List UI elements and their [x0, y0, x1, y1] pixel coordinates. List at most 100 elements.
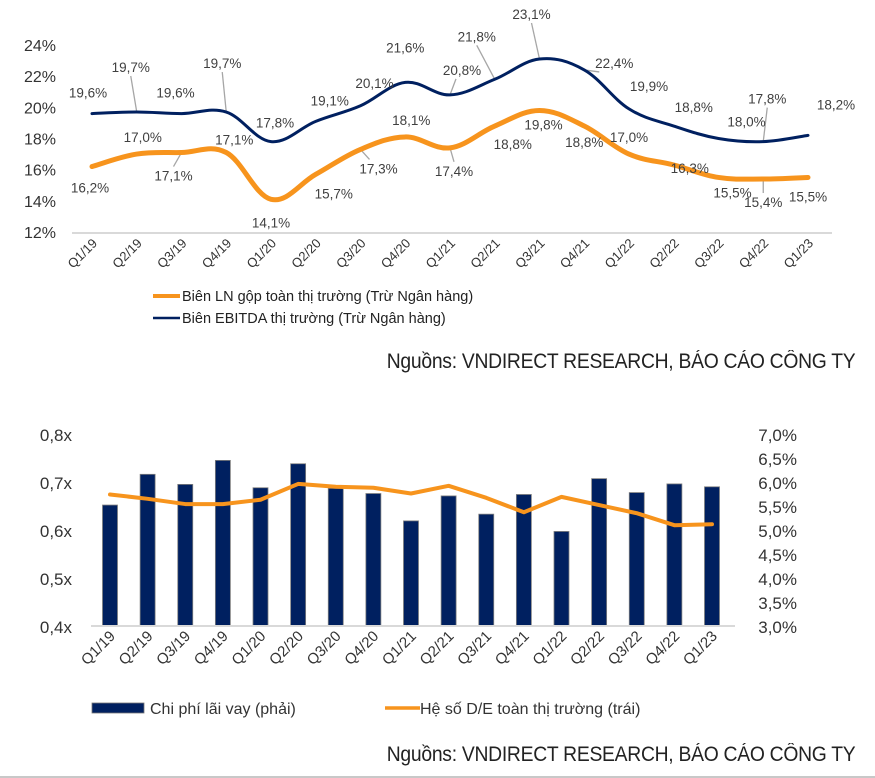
leader-line	[449, 78, 457, 96]
x-tick-label: Q4/21	[557, 236, 593, 272]
y-right-tick-label: 5,5%	[758, 498, 797, 517]
data-label: 15,4%	[744, 195, 782, 210]
x-tick-label: Q2/21	[417, 628, 458, 669]
x-tick-label: Q3/21	[454, 628, 495, 669]
x-tick-label: Q4/22	[736, 236, 772, 272]
x-tick-label: Q1/19	[78, 628, 119, 669]
leader-line	[762, 107, 768, 142]
y-left-tick-label: 0,4x	[40, 618, 73, 637]
line-de-ratio	[108, 481, 714, 528]
data-label: 18,0%	[727, 115, 765, 130]
data-label: 19,7%	[112, 60, 150, 75]
data-label: 17,0%	[124, 130, 162, 145]
data-label: 19,7%	[203, 56, 241, 71]
y-right-tick-label: 4,0%	[758, 570, 797, 589]
source-note-chart1: Nguồns: VNDIRECT RESEARCH, BÁO CÁO CÔNG …	[386, 350, 855, 373]
source-note-chart2: Nguồns: VNDIRECT RESEARCH, BÁO CÁO CÔNG …	[386, 743, 855, 766]
y-right-tick-label: 4,5%	[758, 546, 797, 565]
de-ratio-interest-chart: 0,4x 0,5x 0,6x 0,7x 0,8x 3,0% 3,5% 4,0% 4,5% 5,0…	[40, 426, 797, 718]
x-tick-label: Q2/21	[467, 236, 503, 272]
data-label: 18,8%	[565, 135, 603, 150]
x-tick-label: Q3/20	[333, 236, 369, 272]
ebitda-margin-line	[90, 57, 810, 144]
y-tick-label: 12%	[24, 225, 56, 242]
x-tick-label: Q2/20	[266, 628, 307, 669]
x-axis-ticks: Q1/19Q2/19Q3/19Q4/19Q1/20Q2/20Q3/20Q4/20…	[78, 628, 721, 669]
x-tick-label: Q4/19	[199, 236, 235, 272]
x-tick-label: Q2/22	[567, 628, 608, 669]
x-tick-label: Q4/22	[642, 628, 683, 669]
data-label: 19,9%	[630, 79, 668, 94]
data-label: 18,8%	[675, 100, 713, 115]
x-tick-label: Q3/22	[605, 628, 646, 669]
data-label: 21,6%	[386, 40, 424, 55]
legend-label-interest-cost: Chi phí lãi vay (phải)	[150, 701, 296, 718]
x-tick-label: Q1/21	[379, 628, 420, 669]
data-label: 17,4%	[435, 164, 473, 179]
x-tick-label: Q3/22	[691, 236, 727, 272]
bar-interest-cost	[666, 483, 683, 627]
y-tick-label: 14%	[24, 194, 56, 211]
leader-line	[530, 22, 541, 60]
y-left-tick-label: 0,8x	[40, 426, 73, 445]
data-label: 19,6%	[69, 86, 107, 101]
x-tick-label: Q4/19	[191, 628, 232, 669]
bar-interest-cost	[478, 513, 495, 627]
bar-interest-cost	[553, 531, 570, 627]
data-label: 19,8%	[524, 117, 562, 132]
x-tick-label: Q3/19	[153, 628, 194, 669]
x-tick-label: Q1/21	[422, 236, 458, 272]
legend-label-gross-margin: Biên LN gộp toàn thị trường (Trừ Ngân hà…	[182, 289, 473, 305]
data-label: 20,8%	[443, 63, 481, 78]
y-right-tick-label: 6,5%	[758, 450, 797, 469]
x-tick-label: Q3/20	[304, 628, 345, 669]
leader-line	[130, 75, 138, 113]
x-tick-label: Q3/19	[154, 236, 190, 272]
x-tick-label: Q4/21	[492, 628, 533, 669]
page-divider	[0, 776, 875, 778]
x-tick-label: Q1/19	[64, 236, 100, 272]
bar-interest-cost	[327, 487, 344, 627]
y-axis-left-ticks: 0,4x 0,5x 0,6x 0,7x 0,8x	[40, 426, 73, 637]
y-tick-label: 22%	[24, 69, 56, 86]
data-label: 22,4%	[595, 56, 633, 71]
data-label: 19,1%	[311, 93, 349, 108]
data-label: 15,5%	[713, 185, 751, 200]
x-tick-label: Q2/19	[109, 236, 145, 272]
x-tick-label: Q1/23	[780, 236, 816, 272]
y-left-tick-label: 0,5x	[40, 570, 73, 589]
bar-interest-cost	[365, 493, 382, 627]
y-tick-label: 20%	[24, 100, 56, 117]
data-label: 14,1%	[252, 215, 290, 230]
bar-interest-cost	[252, 487, 269, 627]
data-label: 17,8%	[256, 116, 294, 131]
x-tick-label: Q3/21	[512, 236, 548, 272]
series-lines	[89, 57, 811, 203]
y-right-tick-label: 3,0%	[758, 618, 797, 637]
y-tick-label: 16%	[24, 163, 56, 180]
data-label: 19,6%	[156, 86, 194, 101]
data-label: 18,8%	[494, 137, 532, 152]
data-label: 16,2%	[71, 181, 109, 196]
y-right-tick-label: 5,0%	[758, 522, 797, 541]
bar-interest-cost	[403, 520, 419, 627]
data-label: 17,1%	[154, 169, 192, 184]
x-tick-label: Q2/20	[288, 236, 324, 272]
margin-line-chart: 12%14%16%18%20%22%24% Q1/19 Q2/19 Q3/19 Q4/…	[24, 7, 855, 327]
data-label: 20,1%	[355, 76, 393, 91]
bar-interest-cost	[214, 460, 231, 627]
data-label: 23,1%	[512, 7, 550, 22]
data-label: 18,1%	[392, 113, 430, 128]
y-right-tick-label: 6,0%	[758, 474, 797, 493]
leader-line	[476, 44, 496, 80]
y-left-tick-label: 0,7x	[40, 474, 73, 493]
de-ratio-line	[108, 481, 714, 528]
bar-interest-cost	[440, 495, 457, 627]
y-left-tick-label: 0,6x	[40, 522, 73, 541]
data-label: 17,3%	[359, 161, 397, 176]
y-right-tick-label: 3,5%	[758, 594, 797, 613]
legend: Biên LN gộp toàn thị trường (Trừ Ngân hà…	[153, 289, 473, 327]
y-right-tick-label: 7,0%	[758, 426, 797, 445]
y-tick-label: 24%	[24, 38, 56, 55]
